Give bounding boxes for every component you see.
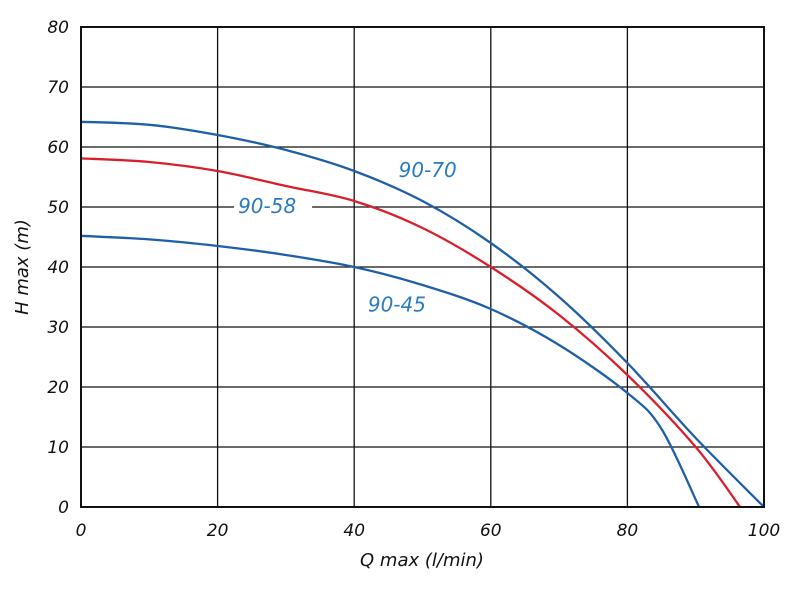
x-tick-label: 40 <box>343 521 365 541</box>
series-label-90-70: 90-70 <box>399 158 457 182</box>
y-tick-label: 40 <box>47 258 69 278</box>
y-tick-label: 70 <box>47 78 69 98</box>
series-curves <box>80 120 765 508</box>
series-label-90-45: 90-45 <box>368 292 426 316</box>
plot-frame <box>80 26 765 508</box>
y-tick-label: 10 <box>47 438 69 458</box>
x-axis-title: Q max (l/min) <box>360 550 484 571</box>
y-tick-label: 50 <box>47 198 69 218</box>
series-curve-90-70 <box>80 120 765 508</box>
series-labels: 90-70 90-58 90-45 <box>234 158 457 316</box>
x-tick-label: 0 <box>76 521 87 541</box>
x-tick-label: 60 <box>480 521 502 541</box>
y-tick-label: 20 <box>47 378 69 398</box>
grid <box>80 26 765 508</box>
x-tick-labels: 0 20 40 60 80 100 <box>76 521 781 541</box>
series-label-90-58: 90-58 <box>238 194 296 218</box>
series-label-background <box>234 194 313 220</box>
y-tick-label: 80 <box>47 18 69 38</box>
y-tick-label: 60 <box>47 138 69 158</box>
series-curve-90-45 <box>80 234 701 508</box>
series-curve-90-58 <box>80 157 742 508</box>
y-axis-title: H max (m) <box>12 219 33 315</box>
x-tick-label: 100 <box>748 521 780 541</box>
y-tick-label: 0 <box>58 498 69 518</box>
y-tick-label: 30 <box>47 318 69 338</box>
y-tick-labels: 0 10 20 30 40 50 60 70 80 <box>47 18 69 518</box>
x-tick-label: 80 <box>617 521 639 541</box>
x-tick-label: 20 <box>207 521 229 541</box>
